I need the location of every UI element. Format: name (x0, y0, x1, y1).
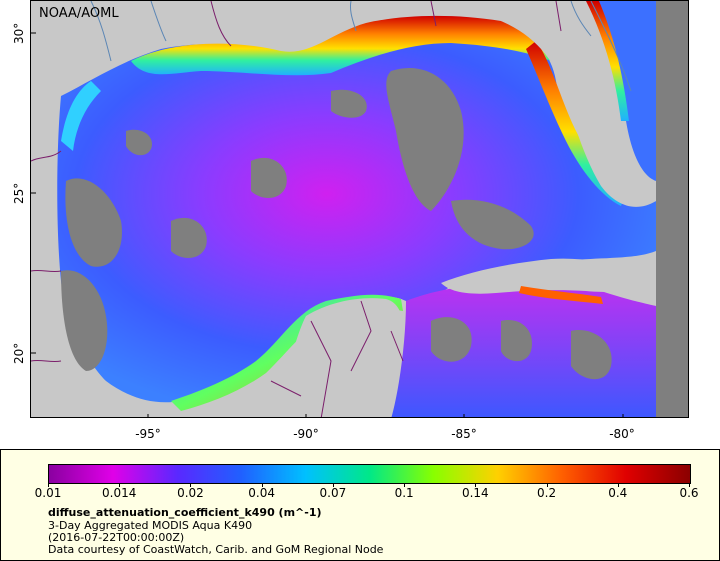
colorbar-tick (332, 483, 334, 487)
colorbar-label: 0.2 (537, 486, 557, 500)
legend-dataset: 3-Day Aggregated MODIS Aqua K490 (48, 519, 253, 532)
colorbar-label: 0.014 (102, 486, 137, 500)
colorbar-tick (689, 483, 690, 487)
colorbar-label: 0.02 (177, 486, 204, 500)
colorbar-label: 0.4 (608, 486, 628, 500)
lon-label-95: -95° (135, 427, 161, 441)
colorbar-tick (475, 483, 477, 487)
lon-label-90: -90° (293, 427, 319, 441)
colorbar-label: 0.1 (394, 486, 414, 500)
lat-label-30: 30° (12, 22, 26, 44)
legend-panel: diffuse_attenuation_coefficient_k490 (m^… (0, 449, 720, 561)
colorbar-label: 0.07 (319, 486, 347, 500)
lat-ticks (31, 32, 36, 354)
colorbar-tick (404, 483, 406, 487)
cloud-nodata-patches (61, 67, 612, 380)
lon-label-80: -80° (609, 427, 635, 441)
colorbar-tick (617, 483, 619, 487)
west-coastal-band (61, 81, 101, 151)
legend-credit: Data courtesy of CoastWatch, Carib. and … (48, 543, 384, 556)
colorbar (48, 464, 691, 484)
colorbar-label: 0.04 (248, 486, 276, 500)
yucatan-land (271, 298, 404, 417)
lat-label-20: 20° (12, 342, 26, 364)
florida-coastal-band (526, 41, 626, 206)
colorbar-label: 0.01 (34, 486, 62, 500)
rivers (90, 1, 632, 92)
atlantic-coastal-band (586, 1, 629, 121)
legend-date: (2016-07-22T00:00:00Z) (48, 531, 185, 544)
colorbar-tick (48, 483, 49, 487)
northern-coastal-band (131, 15, 551, 76)
cuba-land (441, 258, 656, 294)
colorbar-tick (546, 483, 548, 487)
legend-title: diffuse_attenuation_coefficient_k490 (m^… (48, 506, 322, 519)
colorbar-tick (190, 483, 192, 487)
nodata-column (656, 1, 688, 417)
colorbar-label: 0.14 (461, 486, 489, 500)
colorbar-label: 0.6 (679, 486, 699, 500)
lat-label-25: 25° (12, 182, 26, 204)
gulf-water (57, 23, 656, 403)
lon-ticks (147, 414, 624, 417)
colorbar-tick (119, 483, 121, 487)
credit-label: NOAA/AOML (39, 6, 119, 21)
cuba-coastal-band (519, 286, 603, 304)
k490-map-image (31, 1, 688, 417)
map-panel[interactable]: NOAA/AOML (30, 0, 689, 418)
campeche-coastal-band (171, 294, 403, 411)
lon-label-85: -85° (451, 427, 477, 441)
colorbar-tick (261, 483, 263, 487)
boundaries (31, 1, 562, 417)
